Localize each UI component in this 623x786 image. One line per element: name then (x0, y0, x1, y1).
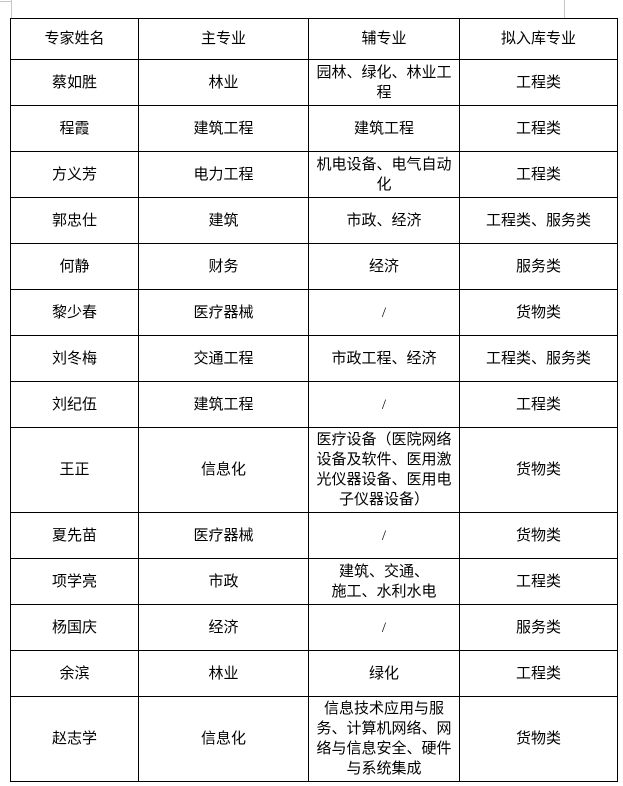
main-specialty-cell: 信息化 (138, 427, 309, 513)
expert-name-cell: 刘冬梅 (10, 335, 139, 382)
table-row: 方义芳 电力工程 机电设备、电气自动化 工程类 (10, 151, 618, 198)
proposed-category-cell: 工程类、服务类 (459, 197, 618, 244)
aux-specialty-cell: 市政工程、经济 (308, 335, 460, 382)
main-specialty-cell: 市政 (138, 558, 309, 605)
table-row: 郭忠仕 建筑 市政、经济 工程类、服务类 (10, 197, 618, 244)
main-specialty-cell: 经济 (138, 604, 309, 651)
aux-specialty-cell: 市政、经济 (308, 197, 460, 244)
main-specialty-cell: 医疗器械 (138, 512, 309, 559)
table-row: 程霞 建筑工程 建筑工程 工程类 (10, 105, 618, 152)
expert-name-cell: 杨国庆 (10, 604, 139, 651)
header-proposed-category: 拟入库专业 (459, 18, 618, 60)
expert-name-cell: 赵志学 (10, 696, 139, 782)
header-expert-name: 专家姓名 (10, 18, 139, 60)
expert-name-cell: 夏先苗 (10, 512, 139, 559)
header-row: 专家姓名 主专业 辅专业 拟入库专业 (10, 18, 618, 60)
header-main-specialty: 主专业 (138, 18, 309, 60)
table-row: 刘纪伍 建筑工程 / 工程类 (10, 381, 618, 428)
aux-specialty-cell: 建筑工程 (308, 105, 460, 152)
proposed-category-cell: 工程类 (459, 105, 618, 152)
proposed-category-cell: 工程类 (459, 558, 618, 605)
expert-name-cell: 刘纪伍 (10, 381, 139, 428)
expert-name-cell: 黎少春 (10, 289, 139, 336)
aux-specialty-cell: 医疗设备（医院网络设备及软件、医用激光仪器设备、医用电子仪器设备） (308, 427, 460, 513)
proposed-category-cell: 工程类 (459, 381, 618, 428)
table-row: 王正 信息化 医疗设备（医院网络设备及软件、医用激光仪器设备、医用电子仪器设备）… (10, 427, 618, 513)
experts-table: 专家姓名 主专业 辅专业 拟入库专业 蔡如胜 林业 园林、绿化、林业工程 工程类… (10, 18, 618, 782)
main-specialty-cell: 信息化 (138, 696, 309, 782)
expert-name-cell: 何静 (10, 243, 139, 290)
aux-specialty-cell: / (308, 381, 460, 428)
aux-specialty-cell: 经济 (308, 243, 460, 290)
page-edge-artifact-left (11, 0, 12, 18)
table-row: 夏先苗 医疗器械 / 货物类 (10, 512, 618, 559)
table-row: 刘冬梅 交通工程 市政工程、经济 工程类、服务类 (10, 335, 618, 382)
main-specialty-cell: 建筑工程 (138, 105, 309, 152)
proposed-category-cell: 货物类 (459, 289, 618, 336)
proposed-category-cell: 工程类 (459, 59, 618, 106)
table-row: 余滨 林业 绿化 工程类 (10, 650, 618, 697)
main-specialty-cell: 医疗器械 (138, 289, 309, 336)
table-row: 杨国庆 经济 / 服务类 (10, 604, 618, 651)
table-body: 蔡如胜 林业 园林、绿化、林业工程 工程类 程霞 建筑工程 建筑工程 工程类 方… (10, 59, 618, 782)
proposed-category-cell: 工程类 (459, 650, 618, 697)
expert-name-cell: 蔡如胜 (10, 59, 139, 106)
aux-specialty-cell: / (308, 512, 460, 559)
page-edge-artifact-horizontal (0, 1, 11, 2)
aux-specialty-cell: 园林、绿化、林业工程 (308, 59, 460, 106)
table-row: 赵志学 信息化 信息技术应用与服务、计算机网络、网络与信息安全、硬件与系统集成 … (10, 696, 618, 782)
table-row: 黎少春 医疗器械 / 货物类 (10, 289, 618, 336)
proposed-category-cell: 服务类 (459, 243, 618, 290)
table-row: 何静 财务 经济 服务类 (10, 243, 618, 290)
table-row: 项学亮 市政 建筑、交通、 施工、水利水电 工程类 (10, 558, 618, 605)
expert-name-cell: 王正 (10, 427, 139, 513)
main-specialty-cell: 建筑 (138, 197, 309, 244)
aux-specialty-cell: 信息技术应用与服务、计算机网络、网络与信息安全、硬件与系统集成 (308, 696, 460, 782)
main-specialty-cell: 林业 (138, 650, 309, 697)
proposed-category-cell: 工程类、服务类 (459, 335, 618, 382)
proposed-category-cell: 货物类 (459, 696, 618, 782)
main-specialty-cell: 财务 (138, 243, 309, 290)
expert-name-cell: 郭忠仕 (10, 197, 139, 244)
main-specialty-cell: 电力工程 (138, 151, 309, 198)
main-specialty-cell: 林业 (138, 59, 309, 106)
expert-name-cell: 程霞 (10, 105, 139, 152)
header-aux-specialty: 辅专业 (308, 18, 460, 60)
aux-specialty-cell: 机电设备、电气自动化 (308, 151, 460, 198)
expert-name-cell: 项学亮 (10, 558, 139, 605)
proposed-category-cell: 货物类 (459, 512, 618, 559)
aux-specialty-cell: 绿化 (308, 650, 460, 697)
table-header: 专家姓名 主专业 辅专业 拟入库专业 (10, 18, 618, 60)
expert-name-cell: 方义芳 (10, 151, 139, 198)
proposed-category-cell: 服务类 (459, 604, 618, 651)
aux-specialty-cell: / (308, 604, 460, 651)
proposed-category-cell: 货物类 (459, 427, 618, 513)
proposed-category-cell: 工程类 (459, 151, 618, 198)
table-row: 蔡如胜 林业 园林、绿化、林业工程 工程类 (10, 59, 618, 106)
expert-name-cell: 余滨 (10, 650, 139, 697)
aux-specialty-cell: 建筑、交通、 施工、水利水电 (308, 558, 460, 605)
page-edge-artifact-right (564, 0, 565, 18)
aux-specialty-cell: / (308, 289, 460, 336)
main-specialty-cell: 交通工程 (138, 335, 309, 382)
main-specialty-cell: 建筑工程 (138, 381, 309, 428)
